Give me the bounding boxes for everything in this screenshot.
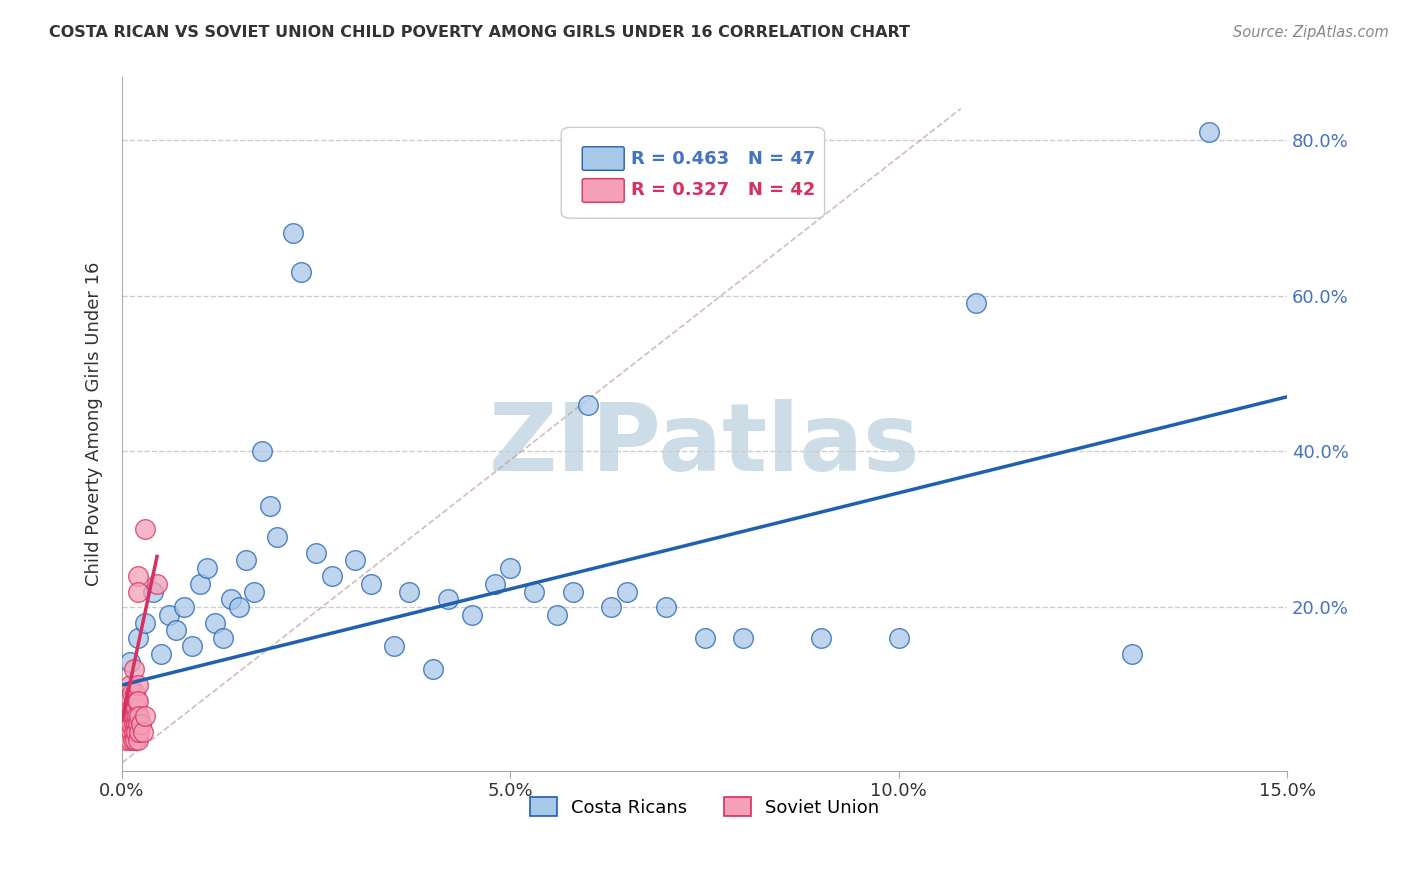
Point — [122, 693, 145, 707]
Point — [460, 607, 482, 622]
Point — [122, 717, 145, 731]
Point — [561, 584, 583, 599]
Point — [600, 600, 623, 615]
Text: R = 0.327   N = 42: R = 0.327 N = 42 — [631, 181, 815, 200]
Point — [188, 576, 211, 591]
Point — [125, 701, 148, 715]
Point — [134, 615, 156, 630]
Point — [165, 624, 187, 638]
Text: COSTA RICAN VS SOVIET UNION CHILD POVERTY AMONG GIRLS UNDER 16 CORRELATION CHART: COSTA RICAN VS SOVIET UNION CHILD POVERT… — [49, 25, 910, 40]
Point — [122, 709, 145, 723]
Point — [125, 693, 148, 707]
Point — [382, 639, 405, 653]
Point — [120, 701, 142, 715]
Point — [197, 561, 219, 575]
Point — [398, 584, 420, 599]
Point — [122, 662, 145, 676]
Point — [576, 398, 599, 412]
Point — [118, 678, 141, 692]
Point — [117, 709, 139, 723]
Point — [131, 717, 153, 731]
Point — [887, 632, 910, 646]
Point — [127, 678, 149, 692]
Point — [250, 444, 273, 458]
Point — [128, 709, 150, 723]
Point — [127, 717, 149, 731]
Point — [654, 600, 676, 615]
Point — [127, 569, 149, 583]
FancyBboxPatch shape — [582, 178, 624, 202]
Point — [115, 717, 138, 731]
Point — [266, 530, 288, 544]
Point — [118, 732, 141, 747]
Text: R = 0.463   N = 47: R = 0.463 N = 47 — [631, 150, 815, 168]
Point — [115, 732, 138, 747]
Point — [810, 632, 832, 646]
Point — [305, 545, 328, 559]
Point — [124, 724, 146, 739]
Point — [146, 576, 169, 591]
Point — [125, 724, 148, 739]
Point — [965, 296, 987, 310]
Point — [118, 709, 141, 723]
FancyBboxPatch shape — [561, 128, 824, 219]
Point — [616, 584, 638, 599]
Legend: Costa Ricans, Soviet Union: Costa Ricans, Soviet Union — [523, 790, 887, 824]
Point — [321, 569, 343, 583]
Point — [121, 686, 143, 700]
Point — [499, 561, 522, 575]
Point — [733, 632, 755, 646]
Point — [118, 655, 141, 669]
Point — [219, 592, 242, 607]
Point — [149, 647, 172, 661]
Point — [127, 632, 149, 646]
Point — [120, 724, 142, 739]
Point — [122, 732, 145, 747]
Point — [181, 639, 204, 653]
Point — [134, 709, 156, 723]
Point — [259, 499, 281, 513]
Point — [142, 584, 165, 599]
Point — [128, 724, 150, 739]
Point — [204, 615, 226, 630]
Point — [125, 709, 148, 723]
Point — [235, 553, 257, 567]
Point — [290, 265, 312, 279]
Point — [344, 553, 367, 567]
Point — [523, 584, 546, 599]
Point — [118, 717, 141, 731]
Point — [437, 592, 460, 607]
Point — [693, 632, 716, 646]
Point — [546, 607, 568, 622]
Point — [117, 724, 139, 739]
Point — [157, 607, 180, 622]
Point — [422, 662, 444, 676]
Point — [228, 600, 250, 615]
Point — [127, 693, 149, 707]
Point — [212, 632, 235, 646]
Point — [117, 701, 139, 715]
Point — [125, 717, 148, 731]
Point — [127, 584, 149, 599]
Point — [484, 576, 506, 591]
Point — [124, 732, 146, 747]
Point — [281, 226, 304, 240]
Text: ZIPatlas: ZIPatlas — [489, 399, 921, 491]
Point — [118, 693, 141, 707]
Point — [173, 600, 195, 615]
Point — [132, 724, 155, 739]
Point — [124, 701, 146, 715]
Point — [124, 709, 146, 723]
Y-axis label: Child Poverty Among Girls Under 16: Child Poverty Among Girls Under 16 — [86, 262, 103, 586]
Point — [1198, 125, 1220, 139]
Point — [1121, 647, 1143, 661]
FancyBboxPatch shape — [582, 147, 624, 170]
Point — [134, 522, 156, 536]
Point — [124, 686, 146, 700]
Text: Source: ZipAtlas.com: Source: ZipAtlas.com — [1233, 25, 1389, 40]
Point — [120, 717, 142, 731]
Point — [360, 576, 382, 591]
Point — [243, 584, 266, 599]
Point — [127, 732, 149, 747]
